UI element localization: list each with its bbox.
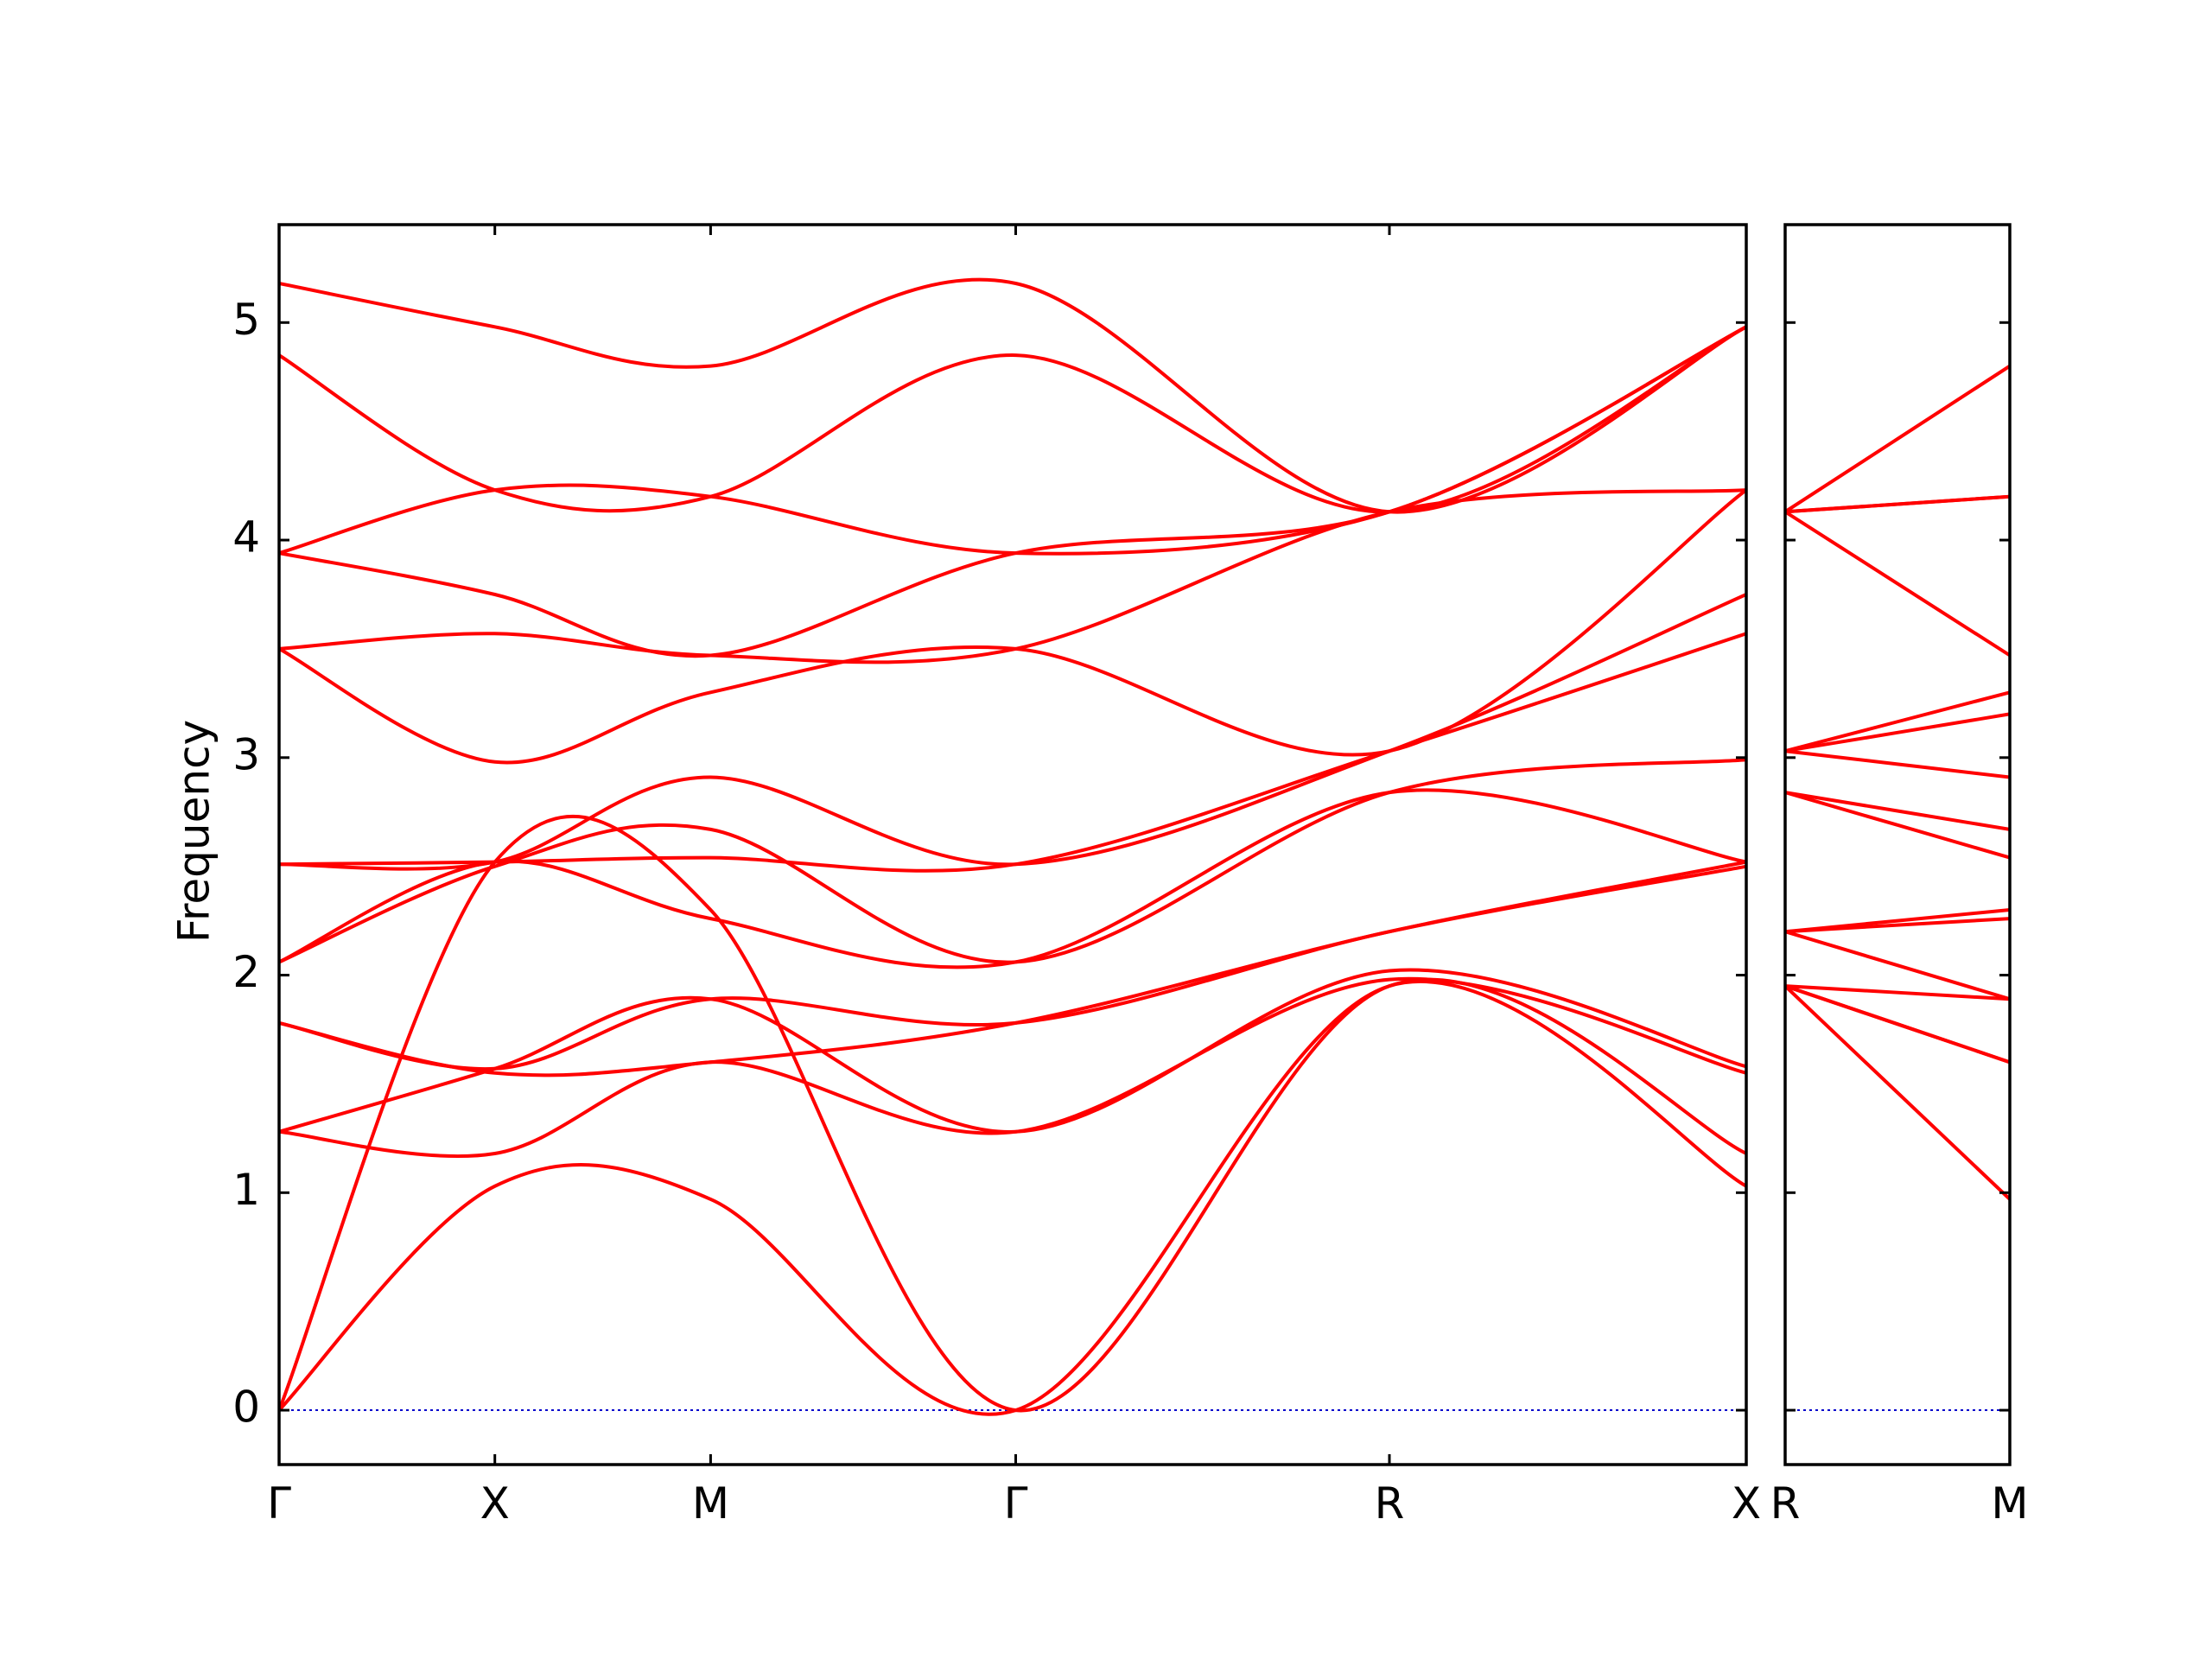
- kpoint-label: X: [1732, 1478, 1761, 1529]
- band-line-7: [279, 788, 1746, 969]
- bands: [279, 277, 1746, 1416]
- kpoint-label: Γ: [1004, 1478, 1028, 1529]
- kpoint-label: Γ: [267, 1478, 291, 1529]
- band-line-9: [1785, 791, 2010, 831]
- y-tick-label: 5: [232, 295, 260, 345]
- band-line-5: [1785, 930, 2010, 1001]
- band-line-5: [279, 864, 1746, 1071]
- band-line-16: [279, 277, 1746, 514]
- kpoint-label: M: [1991, 1478, 2028, 1529]
- bands: [1785, 364, 2010, 1201]
- band-line-9: [279, 632, 1746, 873]
- band-line-1: [1785, 984, 2010, 1201]
- band-line-16: [1785, 364, 2010, 513]
- band-line-15: [1785, 494, 2010, 514]
- y-tick-label: 3: [232, 729, 260, 779]
- y-tick-label: 0: [232, 1382, 260, 1433]
- band-line-3: [1785, 984, 2010, 1065]
- band-line-7: [1785, 908, 2010, 934]
- band-line-2: [279, 814, 1746, 1413]
- band-line-8: [279, 758, 1746, 964]
- kpoint-label: R: [1770, 1478, 1801, 1529]
- kpoint-label: R: [1375, 1478, 1405, 1529]
- band-line-4: [1785, 984, 2010, 1001]
- band-line-8: [1785, 791, 2010, 860]
- kpoint-label: X: [480, 1478, 510, 1529]
- band-line-1: [279, 979, 1746, 1416]
- band-line-10: [1785, 749, 2010, 779]
- plot-frame: [277, 223, 1748, 1466]
- kpoint-label: M: [692, 1478, 729, 1529]
- band-line-13: [1785, 510, 2010, 658]
- y-tick-label: 4: [232, 512, 260, 563]
- band-line-4: [279, 968, 1746, 1134]
- band-line-12: [1785, 690, 2010, 753]
- band-line-11: [279, 488, 1746, 765]
- y-tick-label: 1: [232, 1165, 260, 1215]
- band-line-15: [279, 325, 1746, 514]
- y-axis-title: Frequency: [169, 720, 219, 943]
- band-line-6: [279, 860, 1746, 1077]
- panel-1: 0 1 2 3 4 5 Γ X M Γ R X: [232, 223, 1761, 1529]
- band-line-10: [279, 593, 1746, 871]
- band-line-12: [279, 488, 1746, 664]
- band-line-3: [279, 976, 1746, 1159]
- band-line-14: [279, 325, 1746, 556]
- band-line-11: [1785, 712, 2010, 753]
- y-tick-label: 2: [232, 947, 260, 997]
- plot-frame: [1783, 223, 2012, 1466]
